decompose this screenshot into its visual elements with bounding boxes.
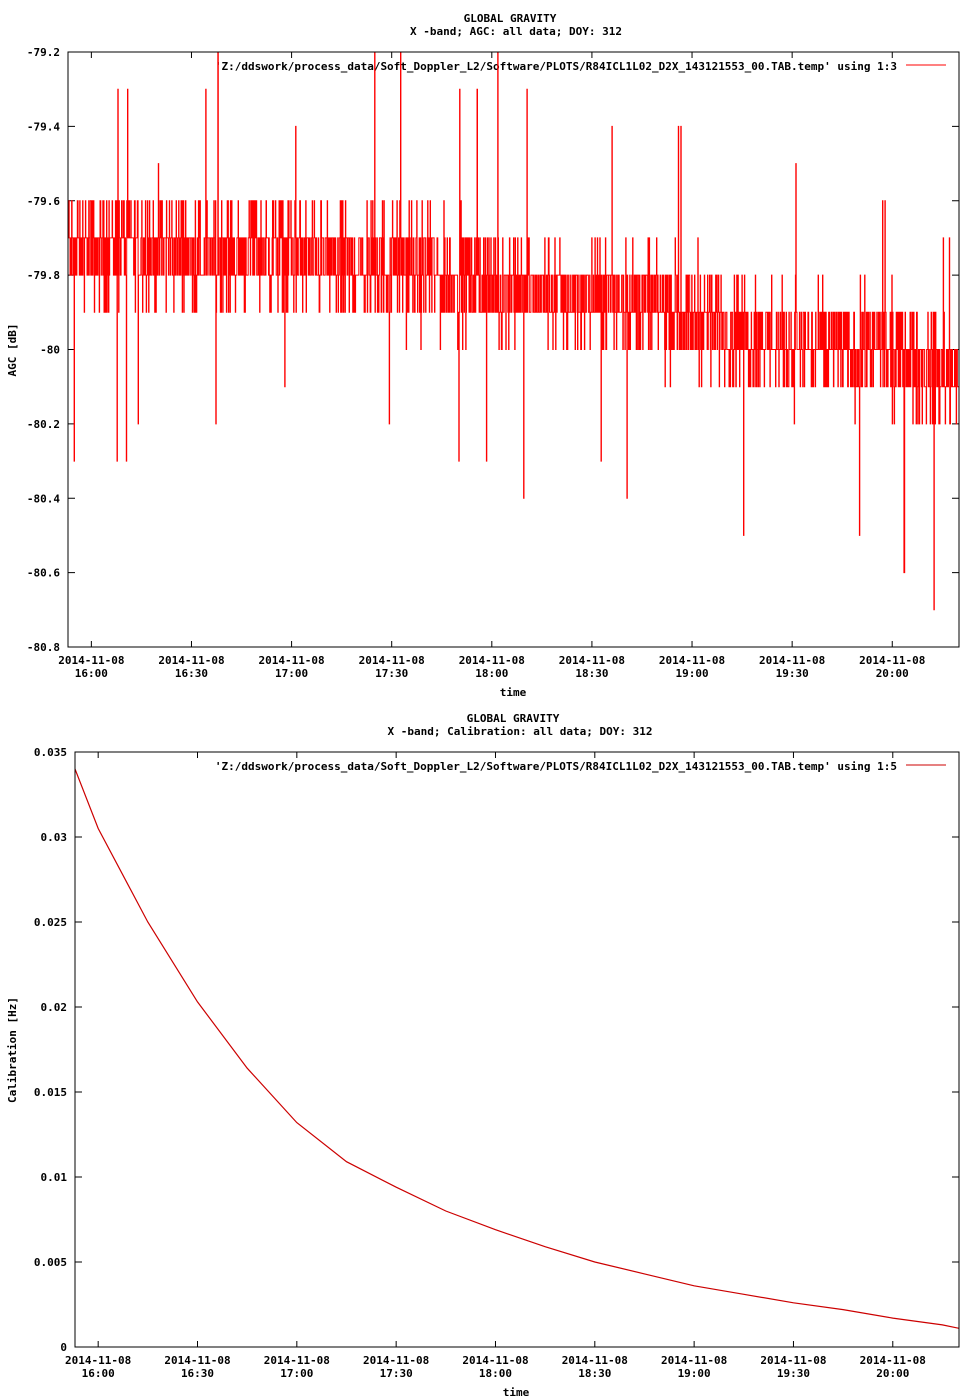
agc-y-tick-label: -80.2 [27, 418, 60, 431]
calibration-y-tick-label: 0.015 [34, 1086, 67, 1099]
calibration-chart-subtitle: X -band; Calibration: all data; DOY: 312 [388, 725, 653, 738]
agc-y-tick-label: -80.4 [27, 492, 60, 505]
calibration-x-tick-date: 2014-11-08 [562, 1354, 628, 1367]
calibration-y-axis-label: Calibration [Hz] [6, 997, 19, 1103]
calibration-x-tick-time: 17:30 [380, 1367, 413, 1380]
agc-x-tick-time: 20:00 [876, 667, 909, 680]
agc-x-tick-date: 2014-11-08 [559, 654, 625, 667]
agc-x-tick-time: 19:00 [675, 667, 708, 680]
calibration-y-tick-label: 0.03 [41, 831, 68, 844]
agc-x-tick-time: 16:30 [175, 667, 208, 680]
calibration-series-line [75, 768, 959, 1329]
calibration-y-tick-label: 0.035 [34, 746, 67, 759]
calibration-chart-title: GLOBAL GRAVITY [467, 712, 560, 725]
calibration-x-tick-time: 20:00 [876, 1367, 909, 1380]
agc-y-tick-label: -79.8 [27, 269, 60, 282]
calibration-x-axis-label: time [503, 1386, 530, 1399]
calibration-x-tick-time: 19:30 [777, 1367, 810, 1380]
calibration-x-tick-time: 17:00 [280, 1367, 313, 1380]
agc-x-tick-time: 18:30 [575, 667, 608, 680]
agc-chart: GLOBAL GRAVITY X -band; AGC: all data; D… [6, 12, 960, 699]
calibration-x-tick-date: 2014-11-08 [65, 1354, 131, 1367]
calibration-plot-border [74, 751, 960, 1348]
agc-y-tick-label: -80 [40, 344, 60, 357]
agc-x-tick-time: 17:00 [275, 667, 308, 680]
agc-x-tick-date: 2014-11-08 [58, 654, 124, 667]
calibration-x-tick-date: 2014-11-08 [363, 1354, 429, 1367]
calibration-x-tick-date: 2014-11-08 [264, 1354, 330, 1367]
agc-y-tick-label: -80.6 [27, 567, 60, 580]
agc-y-tick-label: -79.6 [27, 195, 60, 208]
calibration-x-tick-time: 19:00 [678, 1367, 711, 1380]
calibration-y-tick-label: 0.025 [34, 916, 67, 929]
calibration-x-tick-date: 2014-11-08 [860, 1354, 926, 1367]
calibration-x-tick-date: 2014-11-08 [760, 1354, 826, 1367]
agc-y-tick-label: -79.2 [27, 46, 60, 59]
agc-x-axis-label: time [500, 686, 527, 699]
agc-x-tick-time: 19:30 [776, 667, 809, 680]
calibration-x-tick-time: 16:30 [181, 1367, 214, 1380]
calibration-legend-label: 'Z:/ddswork/process_data/Soft_Doppler_L2… [215, 760, 897, 773]
agc-x-tick-date: 2014-11-08 [459, 654, 525, 667]
calibration-chart: GLOBAL GRAVITY X -band; Calibration: all… [6, 712, 960, 1399]
agc-x-tick-date: 2014-11-08 [158, 654, 224, 667]
calibration-x-tick-time: 18:00 [479, 1367, 512, 1380]
agc-x-tick-date: 2014-11-08 [859, 654, 925, 667]
agc-chart-subtitle: X -band; AGC: all data; DOY: 312 [410, 25, 622, 38]
calibration-x-tick-time: 16:00 [82, 1367, 115, 1380]
agc-x-tick-time: 16:00 [75, 667, 108, 680]
agc-x-tick-date: 2014-11-08 [359, 654, 425, 667]
agc-y-axis-label: AGC [dB] [6, 324, 19, 377]
calibration-y-tick-label: 0.005 [34, 1256, 67, 1269]
agc-x-tick-date: 2014-11-08 [659, 654, 725, 667]
calibration-x-tick-date: 2014-11-08 [661, 1354, 727, 1367]
agc-x-tick-date: 2014-11-08 [258, 654, 324, 667]
agc-y-tick-label: -79.4 [27, 120, 60, 133]
agc-x-tick-time: 17:30 [375, 667, 408, 680]
agc-x-tick-time: 18:00 [475, 667, 508, 680]
calibration-y-tick-label: 0.01 [41, 1171, 68, 1184]
agc-x-tick-date: 2014-11-08 [759, 654, 825, 667]
calibration-x-tick-time: 18:30 [578, 1367, 611, 1380]
calibration-x-tick-date: 2014-11-08 [164, 1354, 230, 1367]
agc-series-line [68, 52, 959, 611]
agc-chart-title: GLOBAL GRAVITY [464, 12, 557, 25]
agc-y-tick-label: -80.8 [27, 641, 60, 654]
calibration-y-tick-label: 0 [60, 1341, 67, 1354]
agc-plot-border [67, 51, 960, 648]
calibration-x-tick-date: 2014-11-08 [462, 1354, 528, 1367]
calibration-y-tick-label: 0.02 [41, 1001, 68, 1014]
agc-legend-label: 'Z:/ddswork/process_data/Soft_Doppler_L2… [215, 60, 897, 73]
